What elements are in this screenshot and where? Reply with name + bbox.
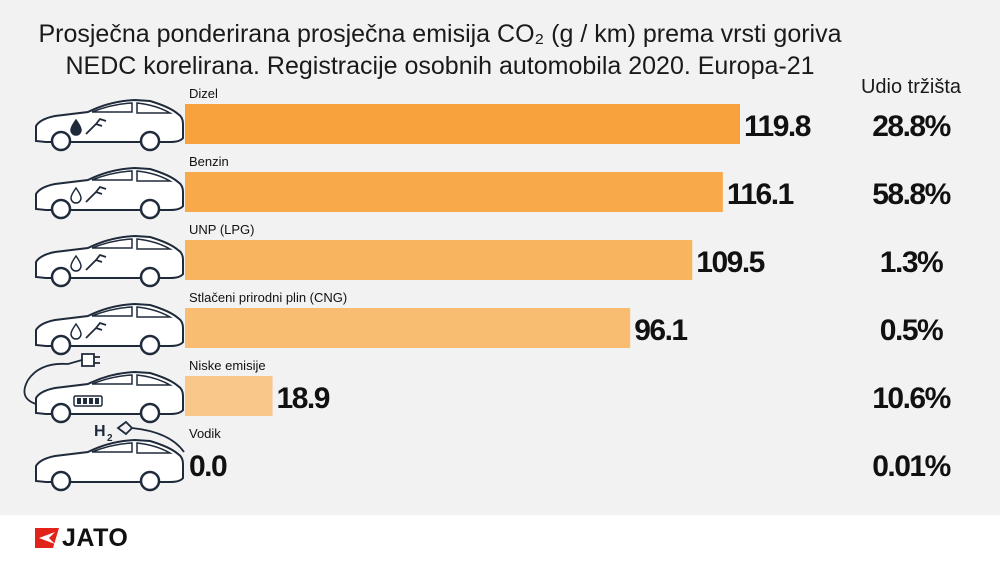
market-share-label: 28.8% (872, 110, 950, 143)
h2-icon: H (94, 423, 106, 440)
car-electric-plug-icon (23, 353, 184, 424)
value-label: 109.5 (696, 246, 764, 279)
fuel-nozzle-icon (85, 321, 107, 339)
bar (185, 104, 740, 144)
car-windows (91, 102, 173, 114)
market-share-label: 0.01% (872, 450, 950, 483)
car-front-wheel (50, 130, 72, 152)
value-label: 116.1 (727, 178, 794, 211)
car-windows (91, 374, 173, 386)
market-share-label: 0.5% (880, 314, 943, 347)
fuel-drop-icon (70, 254, 82, 272)
market-share-label: 10.6% (872, 382, 950, 415)
category-label: Dizel (189, 86, 218, 101)
value-label: 0.0 (189, 450, 227, 483)
bar (185, 376, 273, 416)
battery-cell (77, 398, 81, 404)
category-label: Benzin (189, 154, 229, 169)
value-label: 18.9 (277, 382, 330, 415)
battery-cell (89, 398, 93, 404)
car-windows (91, 238, 173, 250)
market-share-label: 58.8% (872, 178, 950, 211)
car-windows (91, 442, 173, 454)
battery-cell (83, 398, 87, 404)
car-rear-wheel (139, 130, 161, 152)
car-diesel-icon (35, 98, 184, 152)
car-windows (91, 170, 173, 182)
chart-title-line-1: Prosječna ponderirana prosječna emisija … (38, 20, 842, 48)
category-label: Stlačeni prirodni plin (CNG) (189, 290, 347, 305)
market-share-header: Udio tržišta (860, 76, 962, 98)
car-lpg-icon (35, 234, 184, 288)
car-windows (91, 306, 173, 318)
hydrogen-nozzle-icon (116, 420, 185, 453)
bar (185, 308, 631, 348)
car-front-wheel (50, 470, 72, 492)
value-label: 119.8 (744, 110, 811, 143)
jato-logo-text: JATO (62, 524, 129, 552)
car-rear-wheel (139, 334, 161, 356)
car-front-wheel (50, 334, 72, 356)
bar (185, 240, 693, 280)
emissions-bar-chart: Dizel 119.8 28.8% Benzin 116.1 58.8% UNP (LPG)… (23, 86, 952, 492)
plug-icon (81, 353, 100, 367)
category-label: UNP (LPG) (189, 222, 255, 237)
footer (0, 515, 1000, 565)
jato-logo-icon (35, 528, 59, 548)
category-label: Vodik (189, 426, 221, 441)
car-front-wheel (50, 198, 72, 220)
fuel-drop-icon (70, 118, 82, 136)
car-rear-wheel (139, 266, 161, 288)
h2-subscript: 2 (107, 433, 113, 444)
category-label: Niske emisije (189, 358, 266, 373)
car-front-wheel (50, 266, 72, 288)
car-cng-icon (35, 302, 184, 356)
car-rear-wheel (139, 470, 161, 492)
charging-cable (23, 359, 83, 405)
fuel-drop-icon (70, 322, 82, 340)
car-rear-wheel (139, 402, 161, 424)
chart-title-line-2: NEDC korelirana. Registracije osobnih au… (65, 52, 815, 80)
market-share-label: 1.3% (880, 246, 943, 279)
car-petrol-icon (35, 166, 184, 220)
fuel-nozzle-icon (85, 117, 107, 135)
battery-cell (95, 398, 99, 404)
value-label: 96.1 (634, 314, 687, 347)
fuel-drop-icon (70, 186, 82, 204)
car-front-wheel (50, 402, 72, 424)
car-rear-wheel (139, 198, 161, 220)
bar (185, 172, 723, 212)
fuel-nozzle-icon (85, 185, 107, 203)
fuel-nozzle-icon (85, 253, 107, 271)
